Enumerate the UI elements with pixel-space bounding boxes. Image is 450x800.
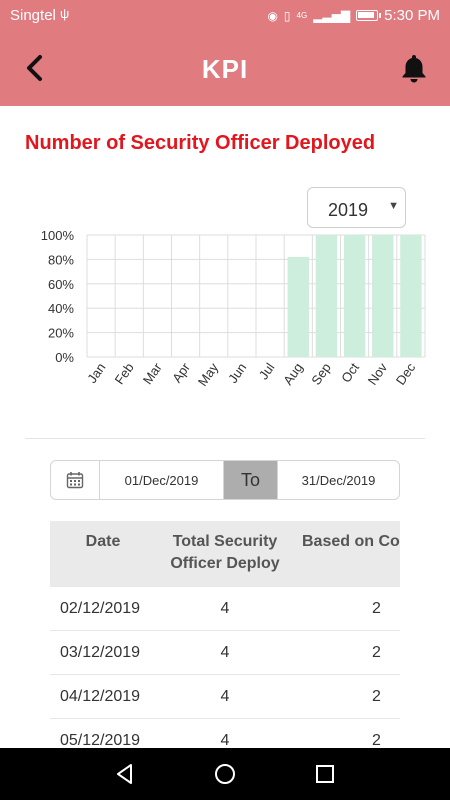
cell-total: 4 [220,688,230,705]
nav-home-button[interactable] [213,762,237,786]
notification-button[interactable] [398,52,430,84]
cell-date: 02/12/2019 [60,600,141,617]
table-row[interactable]: 04/12/2019 4 2 [50,675,400,719]
calendar-button[interactable] [51,461,100,499]
kpi-table[interactable]: Date Total Security Officer Deploy Based… [50,521,400,748]
cell-based: 2 [372,644,381,661]
cell-total: 4 [220,644,230,661]
y-tick-label: 100% [41,228,75,243]
cell-based: 2 [372,732,381,748]
back-button[interactable] [18,50,54,86]
cell-date: 03/12/2019 [60,644,141,661]
calendar-icon [66,472,84,489]
x-tick-label: Apr [169,360,193,386]
carrier-name: Singtel [10,7,56,24]
network-type: 4G [296,11,308,20]
year-dropdown-value: 2019 [328,200,369,220]
bar-dec [400,235,422,357]
y-tick-label: 0% [55,350,74,365]
kpi-bar-chart: 0% 20% 40% 60% 80% 100% Jan Feb Mar Apr May Jun Jul A… [41,228,426,389]
chevron-left-icon [27,55,42,81]
cell-total: 4 [220,600,230,617]
year-dropdown[interactable]: 2019 ▼ [307,187,406,228]
caret-down-icon: ▼ [388,200,399,212]
signal-icon: ▂▃▅▇ [313,8,351,23]
column-header-total-line1: Total Security [172,533,278,550]
column-header-total: Total Security Officer Deploy [156,531,294,575]
x-tick-label: Aug [280,360,306,388]
nav-back-button[interactable] [113,762,137,786]
bar-nov [372,235,394,357]
table-row[interactable]: 02/12/2019 4 2 [50,587,400,631]
table-row[interactable]: 03/12/2019 4 2 [50,631,400,675]
column-header-date: Date [85,533,121,550]
from-date-field[interactable]: 01/Dec/2019 [100,461,224,499]
nav-recents-button[interactable] [313,762,337,786]
cell-total: 4 [220,732,230,748]
x-tick-label: Feb [112,360,137,387]
square-recents-icon [316,765,334,783]
system-nav-bar [0,748,450,800]
y-tick-label: 20% [48,326,74,341]
y-tick-label: 60% [48,277,74,292]
table-header: Date Total Security Officer Deploy Based… [50,521,400,587]
x-tick-label: Jan [84,360,108,386]
x-tick-label: Jun [225,360,249,386]
x-tick-label: Jul [256,360,278,382]
column-header-based: Based on Co [302,533,400,550]
x-tick-label: Oct [338,360,362,385]
app-bar: KPI [0,32,450,106]
y-tick-label: 80% [48,252,74,267]
x-tick-label: Nov [365,360,391,388]
usb-icon: ψ [60,6,70,21]
cell-based: 2 [372,600,381,617]
x-tick-label: Mar [140,360,166,387]
cell-date: 04/12/2019 [60,688,141,705]
status-icons: ◉ ▯ 4G ▂▃▅▇ 5:30 PM [267,7,440,24]
triangle-back-icon [117,764,132,784]
page-title: KPI [201,54,249,84]
to-label: To [224,461,277,499]
table-row[interactable]: 05/12/2019 4 2 [50,719,400,748]
to-date-field[interactable]: 31/Dec/2019 [277,461,399,499]
bar-sep [315,235,338,357]
cell-date: 05/12/2019 [60,732,141,748]
x-tick-label: May [195,360,222,389]
vibrate-icon: ▯ [283,8,291,23]
cell-based: 2 [372,688,381,705]
bar-oct [343,235,366,357]
clock: 5:30 PM [384,7,440,24]
y-tick-label: 40% [48,301,74,316]
x-tick-label: Dec [393,360,419,388]
x-tick-label: Sep [308,360,334,388]
column-header-total-line2: Officer Deploy [170,555,280,572]
divider [25,438,425,439]
bell-icon [402,55,426,83]
circle-home-icon [215,764,235,784]
section-title: Number of Security Officer Deployed [25,132,376,154]
status-bar: Singtel ψ ◉ ▯ 4G ▂▃▅▇ 5:30 PM [0,0,450,32]
bar-aug [287,256,309,357]
hotspot-icon: ◉ [267,8,278,23]
battery-icon [356,10,382,21]
date-range-bar: 01/Dec/2019 To 31/Dec/2019 [50,460,400,500]
